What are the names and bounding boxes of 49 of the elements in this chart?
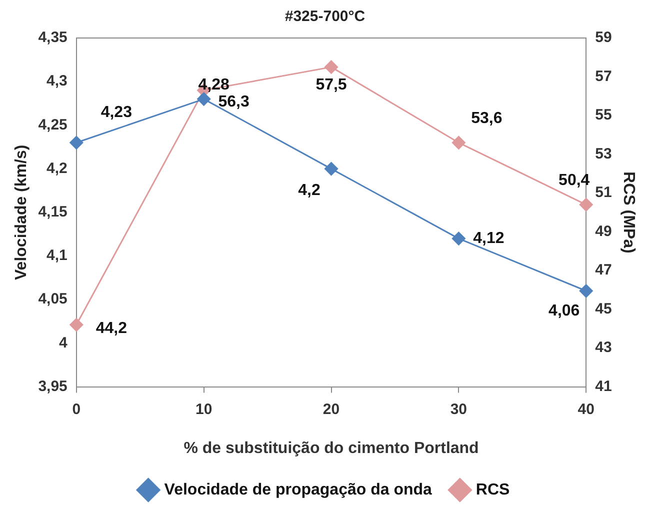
data-label: 50,4 — [558, 172, 590, 190]
point — [579, 284, 593, 298]
y2-tick-label: 53 — [595, 145, 612, 162]
y-tick-label: 4,3 — [46, 72, 68, 90]
chart-title: #325-700°C — [284, 8, 366, 25]
point — [70, 136, 84, 150]
point — [197, 92, 211, 106]
y2-tick-label: 51 — [595, 184, 612, 202]
y-tick-label: 4,35 — [38, 29, 68, 46]
y-tick-label: 4 — [59, 334, 68, 352]
data-label: 57,5 — [316, 76, 347, 94]
y-tick-label: 4,25 — [38, 116, 68, 134]
y2-tick-label: 49 — [595, 222, 612, 240]
point — [324, 162, 338, 176]
data-label: 53,6 — [471, 110, 502, 128]
data-label: 4,06 — [548, 302, 580, 320]
y2-tick-label: 59 — [595, 29, 612, 46]
y-tick-label: 4,05 — [38, 290, 68, 308]
y2-tick-label: 55 — [595, 106, 612, 124]
data-label: 44,2 — [96, 320, 128, 338]
y-axis-title: Velocidade (km/s) — [13, 144, 30, 280]
x-tick-label: 20 — [322, 400, 340, 418]
y2-tick-label: 41 — [595, 378, 612, 395]
data-label: 4,2 — [298, 182, 320, 200]
legend-label: Velocidade de propagação da onda — [164, 481, 432, 498]
x-tick-label: 40 — [578, 400, 594, 418]
data-label: 4,23 — [100, 104, 132, 122]
x-axis-title: % de substituição do cimento Portland — [184, 440, 479, 457]
point — [324, 60, 338, 74]
point — [452, 136, 466, 150]
y2-tick-label: 45 — [595, 300, 612, 318]
y-tick-label: 4,2 — [46, 160, 68, 177]
x-tick-label: 30 — [450, 400, 468, 418]
y-tick-label: 3,95 — [38, 378, 68, 395]
y2-tick-label: 43 — [595, 339, 612, 356]
y-tick-label: 4,15 — [38, 204, 68, 221]
point — [70, 318, 84, 332]
y2-tick-label: 47 — [595, 262, 612, 279]
data-label: 56,3 — [218, 94, 250, 111]
data-label: 4,12 — [473, 230, 504, 247]
x-tick-label: 0 — [72, 400, 81, 418]
data-label: 4,28 — [198, 76, 230, 94]
point — [452, 232, 466, 246]
y-tick-label: 4,1 — [46, 247, 68, 264]
point — [579, 198, 593, 212]
y2-tick-label: 57 — [595, 68, 612, 85]
x-tick-label: 10 — [195, 400, 212, 418]
legend-label: RCS — [476, 481, 510, 498]
y2-axis-title: RCS (MPa) — [620, 172, 637, 254]
